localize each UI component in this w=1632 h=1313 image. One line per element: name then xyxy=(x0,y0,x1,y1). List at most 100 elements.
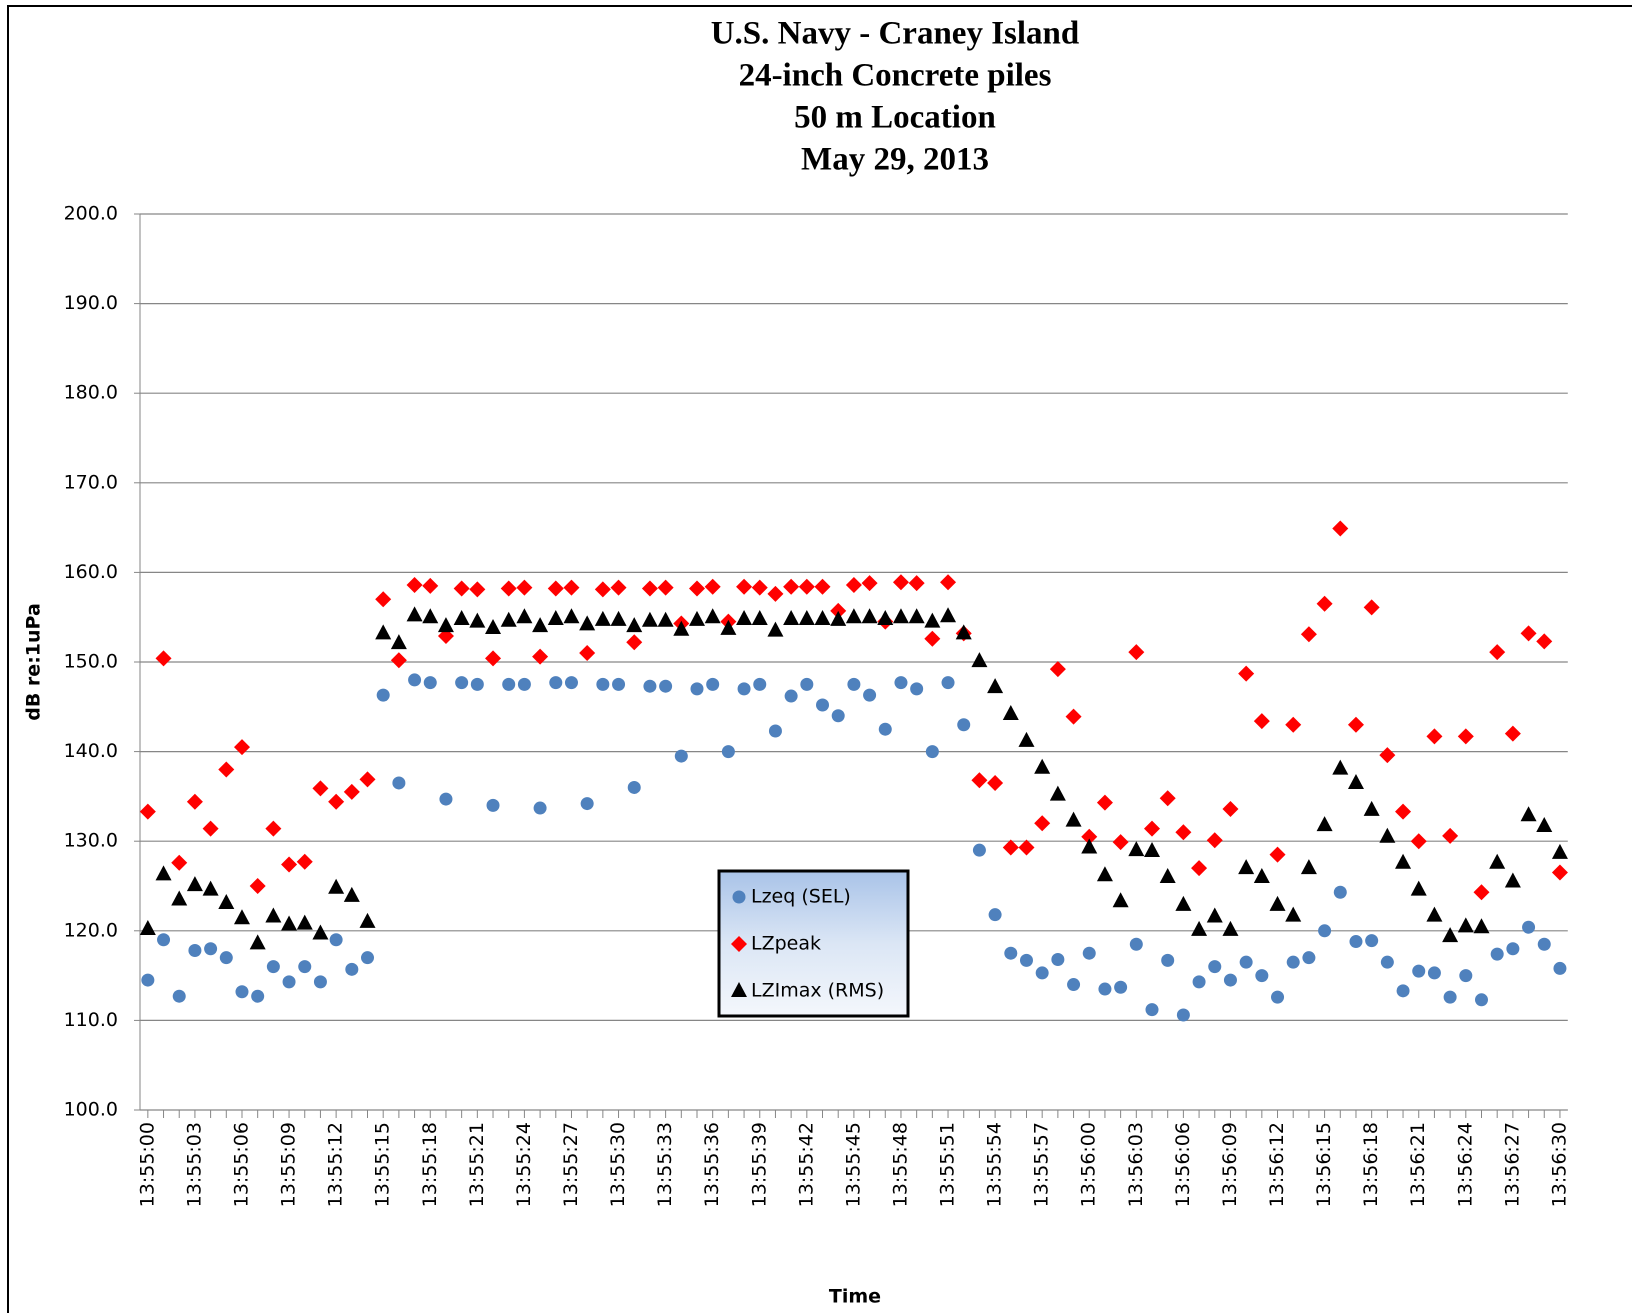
point xyxy=(1175,895,1192,911)
point xyxy=(783,609,800,625)
x-tick-label: 13:56:27 xyxy=(1501,1122,1523,1207)
point xyxy=(266,960,280,974)
point xyxy=(1457,728,1474,745)
point xyxy=(1145,1003,1159,1017)
point xyxy=(1442,927,1459,943)
point xyxy=(359,771,376,788)
x-tick-label: 13:56:09 xyxy=(1219,1122,1241,1207)
point xyxy=(219,951,233,965)
point xyxy=(1506,942,1520,956)
point xyxy=(1522,920,1536,934)
point xyxy=(202,880,219,896)
point xyxy=(251,989,265,1003)
point xyxy=(924,630,941,647)
x-tick-label: 13:55:12 xyxy=(325,1122,347,1207)
point xyxy=(547,609,564,625)
y-tick-label: 100.0 xyxy=(64,1099,118,1121)
point xyxy=(626,634,643,651)
point xyxy=(1316,816,1333,832)
point xyxy=(329,933,343,947)
point xyxy=(1347,773,1364,789)
point xyxy=(423,676,437,690)
point xyxy=(188,944,202,958)
point xyxy=(863,688,877,702)
point xyxy=(1208,960,1222,974)
point xyxy=(831,709,845,723)
point xyxy=(594,610,611,626)
point xyxy=(281,915,298,931)
point xyxy=(313,975,327,989)
point xyxy=(877,609,894,625)
point xyxy=(957,718,971,732)
point xyxy=(657,579,674,596)
x-tick-label: 13:55:48 xyxy=(889,1122,911,1207)
x-tick-label: 13:55:30 xyxy=(607,1122,629,1207)
point xyxy=(1412,964,1426,978)
point xyxy=(1474,993,1488,1007)
point xyxy=(1253,713,1270,730)
point xyxy=(1379,747,1396,764)
point xyxy=(1019,953,1033,967)
point xyxy=(359,912,376,928)
point xyxy=(296,914,313,930)
point xyxy=(800,677,814,691)
point xyxy=(767,585,784,602)
point xyxy=(847,677,861,691)
point xyxy=(532,648,549,665)
chart-title: 24-inch Concrete piles xyxy=(739,58,1052,94)
point xyxy=(610,579,627,596)
point xyxy=(345,962,359,976)
point xyxy=(233,909,250,925)
point xyxy=(249,878,266,894)
x-tick-label: 13:56:30 xyxy=(1548,1122,1570,1207)
point xyxy=(1459,969,1473,983)
point xyxy=(1114,980,1128,994)
point xyxy=(1082,946,1096,960)
point xyxy=(390,634,407,650)
point xyxy=(406,576,423,593)
point xyxy=(1551,843,1568,859)
point xyxy=(469,581,486,598)
point xyxy=(517,677,531,691)
y-tick-label: 180.0 xyxy=(64,382,118,404)
point xyxy=(1410,880,1427,896)
point xyxy=(1239,955,1253,969)
point xyxy=(1191,860,1208,877)
point xyxy=(298,960,312,974)
point xyxy=(1253,868,1270,884)
point xyxy=(171,890,188,906)
point xyxy=(1065,811,1082,827)
point xyxy=(422,608,439,624)
legend-marker xyxy=(732,890,746,904)
point xyxy=(736,609,753,625)
x-tick-label: 13:55:09 xyxy=(278,1122,300,1207)
point xyxy=(1098,982,1112,996)
point xyxy=(941,676,955,690)
x-tick-label: 13:56:00 xyxy=(1078,1122,1100,1207)
point xyxy=(594,581,611,598)
x-tick-label: 13:55:45 xyxy=(842,1122,864,1207)
point xyxy=(1442,827,1459,844)
x-tick-label: 13:55:18 xyxy=(419,1122,441,1207)
point xyxy=(500,580,517,597)
point xyxy=(1316,595,1333,612)
point xyxy=(1286,955,1300,969)
point xyxy=(1365,934,1379,948)
x-tick-label: 13:56:15 xyxy=(1313,1122,1335,1207)
y-axis-title: dB re:1uPa xyxy=(23,603,45,721)
point xyxy=(816,698,830,712)
point xyxy=(312,924,329,940)
point xyxy=(596,677,610,691)
point xyxy=(1096,794,1113,811)
x-tick-label: 13:55:54 xyxy=(984,1122,1006,1207)
point xyxy=(1081,828,1098,845)
point xyxy=(1175,824,1192,841)
y-tick-label: 140.0 xyxy=(64,740,118,762)
point xyxy=(1271,990,1285,1004)
point xyxy=(1332,759,1349,775)
y-tick-label: 190.0 xyxy=(64,292,118,314)
point xyxy=(453,580,470,597)
point xyxy=(1536,816,1553,832)
legend-marker xyxy=(731,936,747,952)
